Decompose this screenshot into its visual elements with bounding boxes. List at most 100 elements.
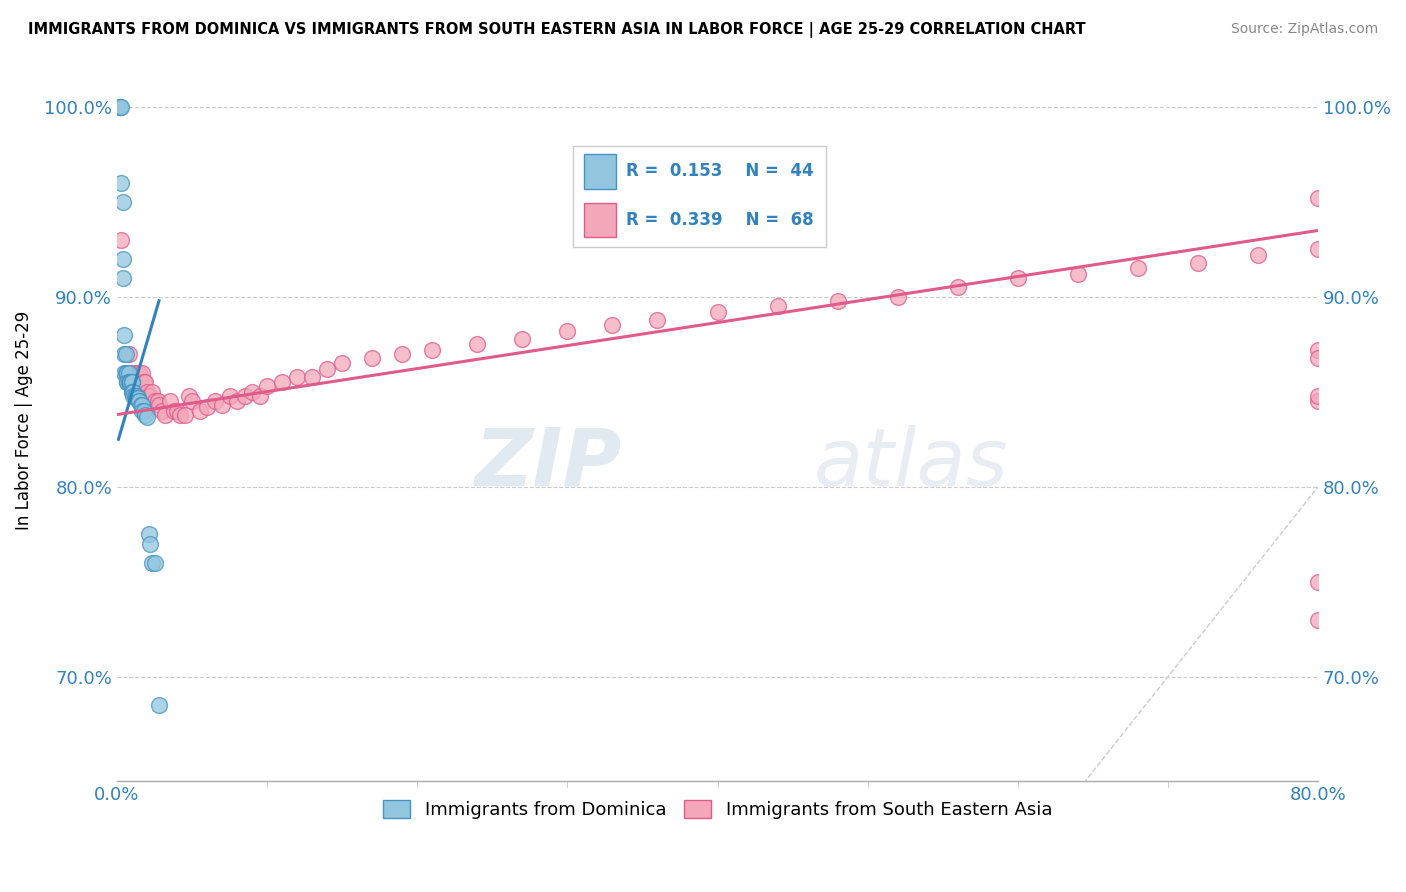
Point bbox=[111, 252, 134, 266]
Point bbox=[125, 391, 148, 405]
Point bbox=[131, 366, 153, 380]
Point bbox=[129, 398, 152, 412]
Point bbox=[127, 391, 149, 405]
Point bbox=[110, 100, 132, 114]
Point bbox=[125, 389, 148, 403]
Point bbox=[143, 394, 166, 409]
Point bbox=[120, 376, 142, 390]
Point bbox=[146, 394, 169, 409]
Point bbox=[136, 384, 159, 399]
Point bbox=[108, 100, 131, 114]
Point bbox=[285, 369, 308, 384]
Point bbox=[173, 408, 195, 422]
Point bbox=[125, 366, 148, 380]
Point bbox=[159, 394, 181, 409]
Point bbox=[153, 408, 176, 422]
Point bbox=[127, 391, 149, 405]
Point bbox=[240, 384, 263, 399]
Point bbox=[420, 343, 443, 357]
Point bbox=[134, 376, 156, 390]
Point bbox=[115, 347, 138, 361]
Text: atlas: atlas bbox=[814, 425, 1008, 502]
Point bbox=[141, 384, 163, 399]
Point bbox=[1308, 613, 1330, 627]
Point bbox=[129, 376, 152, 390]
Point bbox=[706, 305, 728, 319]
Point bbox=[124, 389, 146, 403]
Text: IMMIGRANTS FROM DOMINICA VS IMMIGRANTS FROM SOUTH EASTERN ASIA IN LABOR FORCE | : IMMIGRANTS FROM DOMINICA VS IMMIGRANTS F… bbox=[28, 22, 1085, 38]
Point bbox=[128, 394, 150, 409]
Point bbox=[139, 537, 162, 551]
Y-axis label: In Labor Force | Age 25-29: In Labor Force | Age 25-29 bbox=[15, 310, 32, 530]
Point bbox=[1007, 271, 1029, 285]
Point bbox=[465, 337, 488, 351]
Point bbox=[163, 404, 186, 418]
Point bbox=[169, 408, 191, 422]
Point bbox=[1126, 261, 1149, 276]
Point bbox=[124, 376, 146, 390]
Point bbox=[148, 698, 170, 712]
Point bbox=[118, 347, 141, 361]
Point bbox=[110, 176, 132, 190]
Point bbox=[138, 389, 160, 403]
Point bbox=[188, 404, 211, 418]
Point bbox=[121, 376, 143, 390]
Point bbox=[111, 194, 134, 209]
Point bbox=[391, 347, 413, 361]
Text: Source: ZipAtlas.com: Source: ZipAtlas.com bbox=[1230, 22, 1378, 37]
Point bbox=[141, 556, 163, 570]
Point bbox=[138, 527, 160, 541]
Point bbox=[120, 376, 142, 390]
Point bbox=[361, 351, 384, 365]
Point bbox=[647, 312, 669, 326]
Point bbox=[136, 409, 159, 424]
Point bbox=[218, 389, 240, 403]
Point bbox=[127, 376, 149, 390]
Point bbox=[131, 404, 153, 418]
Point bbox=[886, 290, 908, 304]
Point bbox=[1187, 256, 1209, 270]
Point bbox=[128, 394, 150, 409]
Point bbox=[148, 398, 170, 412]
Point bbox=[134, 408, 156, 422]
Point bbox=[114, 347, 136, 361]
Point bbox=[256, 379, 278, 393]
Point bbox=[166, 404, 188, 418]
Point bbox=[118, 376, 141, 390]
Point bbox=[114, 366, 136, 380]
Point bbox=[110, 233, 132, 247]
Point bbox=[122, 389, 145, 403]
Point bbox=[114, 327, 136, 342]
Point bbox=[115, 366, 138, 380]
Point bbox=[557, 324, 579, 338]
Point bbox=[117, 366, 139, 380]
Point bbox=[512, 332, 534, 346]
Point bbox=[602, 318, 624, 333]
Point bbox=[117, 376, 139, 390]
Point bbox=[827, 293, 849, 308]
Point bbox=[195, 400, 218, 414]
Point bbox=[226, 394, 249, 409]
Point bbox=[1308, 389, 1330, 403]
Text: ZIP: ZIP bbox=[474, 425, 621, 502]
Point bbox=[233, 389, 256, 403]
Point bbox=[301, 369, 323, 384]
Point bbox=[1308, 243, 1330, 257]
Point bbox=[330, 356, 353, 370]
Point bbox=[1308, 394, 1330, 409]
Point bbox=[766, 299, 789, 313]
Point bbox=[211, 398, 233, 412]
Point bbox=[139, 389, 162, 403]
Point bbox=[128, 366, 150, 380]
Point bbox=[1308, 191, 1330, 205]
Point bbox=[143, 556, 166, 570]
Point bbox=[108, 100, 131, 114]
Point bbox=[121, 384, 143, 399]
Point bbox=[118, 376, 141, 390]
Point bbox=[122, 384, 145, 399]
Point bbox=[1308, 343, 1330, 357]
Point bbox=[204, 394, 226, 409]
Point bbox=[117, 376, 139, 390]
Point bbox=[121, 384, 143, 399]
Point bbox=[946, 280, 969, 294]
